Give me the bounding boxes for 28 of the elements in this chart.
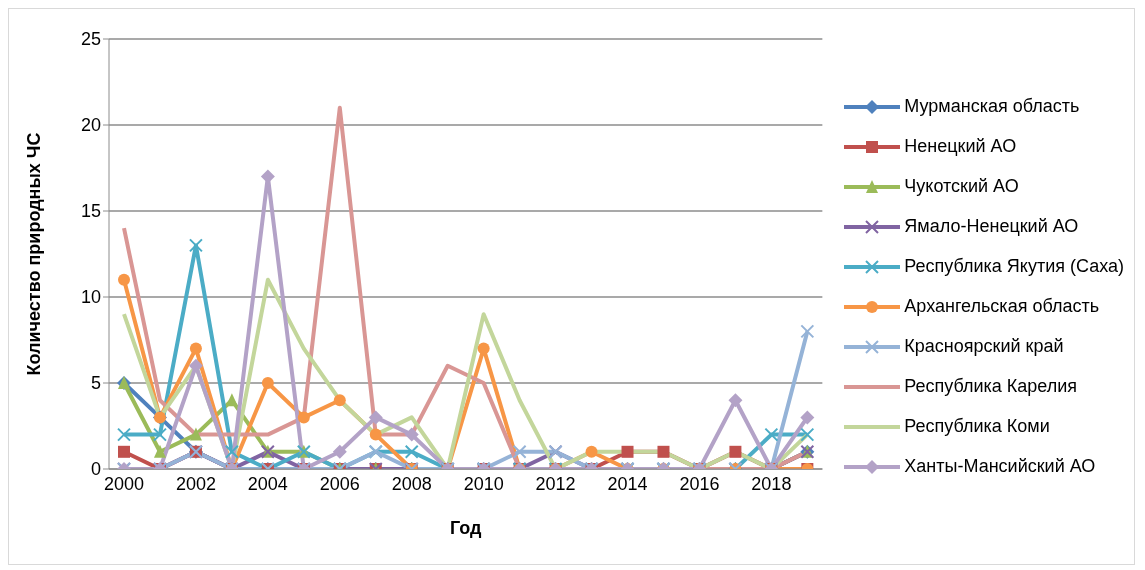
legend-label: Мурманская область bbox=[904, 96, 1080, 117]
y-tick-label: 5 bbox=[90, 373, 101, 394]
legend-label: Республика Якутия (Саха) bbox=[904, 256, 1124, 277]
x-tick-label: 2000 bbox=[103, 473, 145, 494]
y-tick-label: 0 bbox=[90, 459, 101, 480]
legend-label: Архангельская область bbox=[904, 296, 1100, 317]
legend-label: Республика Карелия bbox=[904, 376, 1078, 397]
x-tick-label: 2012 bbox=[535, 473, 576, 494]
y-tick-label: 15 bbox=[80, 201, 101, 222]
y-axis-title: Количество природных ЧС bbox=[24, 132, 45, 376]
x-tick-label: 2006 bbox=[319, 473, 360, 494]
legend-label: Ханты-Мансийский АО bbox=[904, 456, 1096, 477]
legend-label: Республика Коми bbox=[904, 416, 1050, 437]
legend-label: Чукотский АО bbox=[904, 176, 1019, 197]
x-tick-label: 2010 bbox=[463, 473, 504, 494]
legend-label: Ненецкий АО bbox=[904, 136, 1017, 157]
legend-label: Красноярский край bbox=[904, 336, 1064, 357]
y-tick-label: 10 bbox=[80, 287, 101, 308]
x-tick-label: 2002 bbox=[175, 473, 216, 494]
x-tick-label: 2016 bbox=[679, 473, 720, 494]
x-tick-label: 2004 bbox=[247, 473, 288, 494]
y-tick-label: 25 bbox=[80, 29, 101, 50]
y-tick-label: 20 bbox=[80, 115, 101, 136]
x-axis-title: Год bbox=[449, 518, 482, 538]
legend-label: Ямало-Ненецкий АО bbox=[904, 216, 1079, 237]
x-tick-label: 2018 bbox=[751, 473, 792, 494]
x-tick-label: 2008 bbox=[391, 473, 432, 494]
x-tick-label: 2014 bbox=[607, 473, 648, 494]
